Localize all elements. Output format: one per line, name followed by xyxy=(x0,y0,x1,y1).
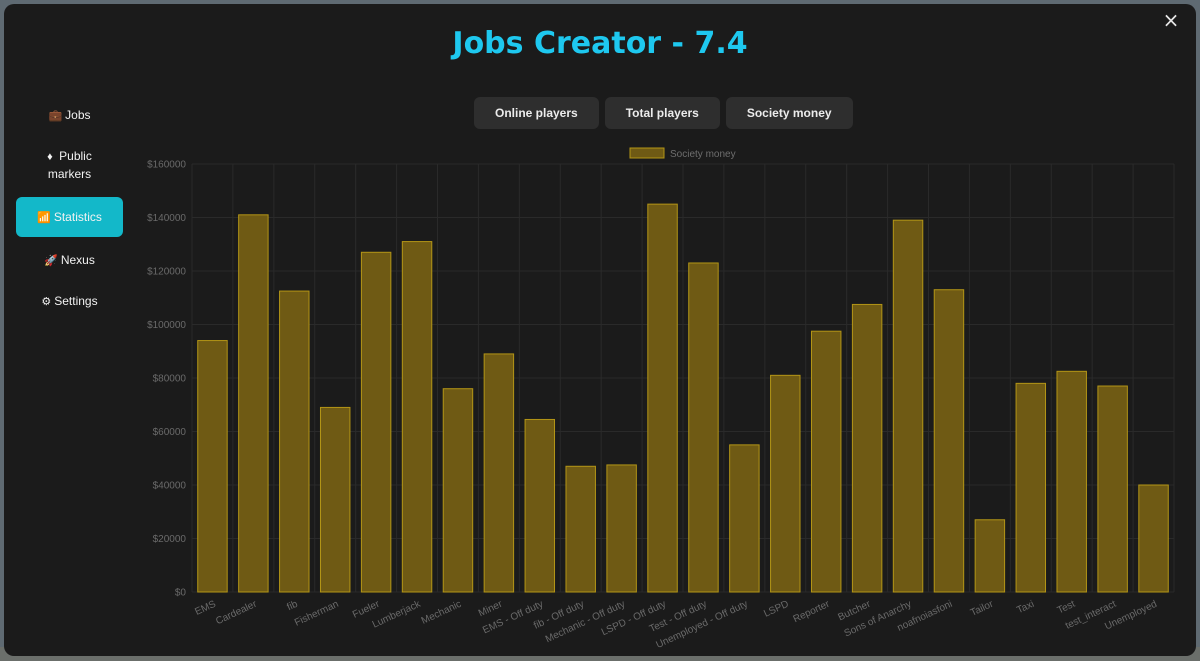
bar xyxy=(442,388,474,593)
bar xyxy=(565,465,596,593)
bar xyxy=(688,262,719,593)
x-tick-label: Taxi xyxy=(1015,599,1036,616)
y-tick-label: $160000 xyxy=(147,160,186,171)
y-tick-label: $40000 xyxy=(153,481,187,492)
sidebar-item-statistics[interactable]: 📶 Statistics xyxy=(16,197,123,237)
gear-icon: ⚙ xyxy=(41,295,52,308)
bar-chart-icon: 📶 xyxy=(37,211,51,224)
bar xyxy=(933,289,965,593)
bar xyxy=(279,290,310,593)
y-tick-label: $140000 xyxy=(147,213,186,224)
legend-swatch xyxy=(629,147,665,159)
x-tick-label: Reporter xyxy=(792,598,833,625)
x-tick-label: Fisherman xyxy=(293,599,340,629)
sidebar-item-settings[interactable]: ⚙ Settings xyxy=(16,283,123,319)
sidebar-item-label: Settings xyxy=(54,294,98,308)
bar xyxy=(770,374,801,593)
bar xyxy=(606,464,637,593)
society-money-chart: Society money $0 $20000 $40000 $60000 $80000 $… xyxy=(147,147,1175,650)
sidebar: 💼 Jobs ♦ Public markers 📶 Statistics 🚀 N… xyxy=(16,97,123,325)
page-title: Jobs Creator - 7.4 xyxy=(452,26,748,61)
sidebar-item-public-markers[interactable]: ♦ Public markers xyxy=(16,139,123,191)
bar xyxy=(197,340,228,593)
bar xyxy=(851,303,883,593)
sidebar-item-nexus[interactable]: 🚀 Nexus xyxy=(16,243,123,277)
sidebar-item-jobs[interactable]: 💼 Jobs xyxy=(16,97,123,133)
x-tick-label: Cardealer xyxy=(214,598,259,627)
bar xyxy=(524,418,556,593)
tab-society-money[interactable]: Society money xyxy=(725,97,853,129)
y-tick-label: $120000 xyxy=(147,267,186,278)
bar xyxy=(1015,382,1047,593)
close-icon[interactable]: × xyxy=(1162,8,1180,32)
rocket-icon: 🚀 xyxy=(44,254,58,267)
tab-online-players[interactable]: Online players xyxy=(474,97,599,129)
map-marker-icon: ♦ xyxy=(47,150,53,163)
x-tick-label: Mechanic xyxy=(420,599,463,627)
bar xyxy=(647,203,678,593)
x-tick-label: Miner xyxy=(477,598,505,619)
x-tick-label: fib xyxy=(285,599,300,614)
sidebar-item-label-wrap: ♦ Public markers xyxy=(35,148,105,183)
bar xyxy=(974,519,1006,593)
bar xyxy=(483,353,515,593)
tab-total-players[interactable]: Total players xyxy=(604,97,720,129)
bar xyxy=(729,444,760,593)
bar xyxy=(1097,385,1128,593)
y-tick-label: $60000 xyxy=(153,427,187,438)
bar xyxy=(892,219,924,593)
bar xyxy=(401,241,433,593)
jobs-creator-window: × Jobs Creator - 7.4 💼 Jobs ♦ Public mar… xyxy=(4,4,1196,656)
y-tick-label: $20000 xyxy=(153,534,187,545)
x-tick-label: LSPD xyxy=(762,599,790,620)
bar xyxy=(1138,484,1169,593)
bar xyxy=(319,406,351,593)
legend-label: Society money xyxy=(670,149,736,160)
sidebar-item-label: Statistics xyxy=(53,210,102,224)
sidebar-item-label: Nexus xyxy=(60,253,95,267)
bar xyxy=(810,330,842,593)
y-tick-label: $100000 xyxy=(147,320,186,331)
bar xyxy=(360,251,392,593)
bar xyxy=(1056,370,1087,593)
x-tick-label: EMS xyxy=(193,599,218,618)
sidebar-item-label: Public markers xyxy=(47,148,92,181)
y-tick-label: $80000 xyxy=(153,374,187,385)
sidebar-item-label: Jobs xyxy=(65,108,91,122)
briefcase-icon: 💼 xyxy=(48,109,63,122)
y-tick-label: $0 xyxy=(175,588,187,599)
x-tick-label: Tailor xyxy=(969,598,996,618)
x-tick-label: Test xyxy=(1056,599,1077,617)
bar xyxy=(238,214,269,593)
stats-tabs: Online players Total players Society mon… xyxy=(474,97,853,129)
